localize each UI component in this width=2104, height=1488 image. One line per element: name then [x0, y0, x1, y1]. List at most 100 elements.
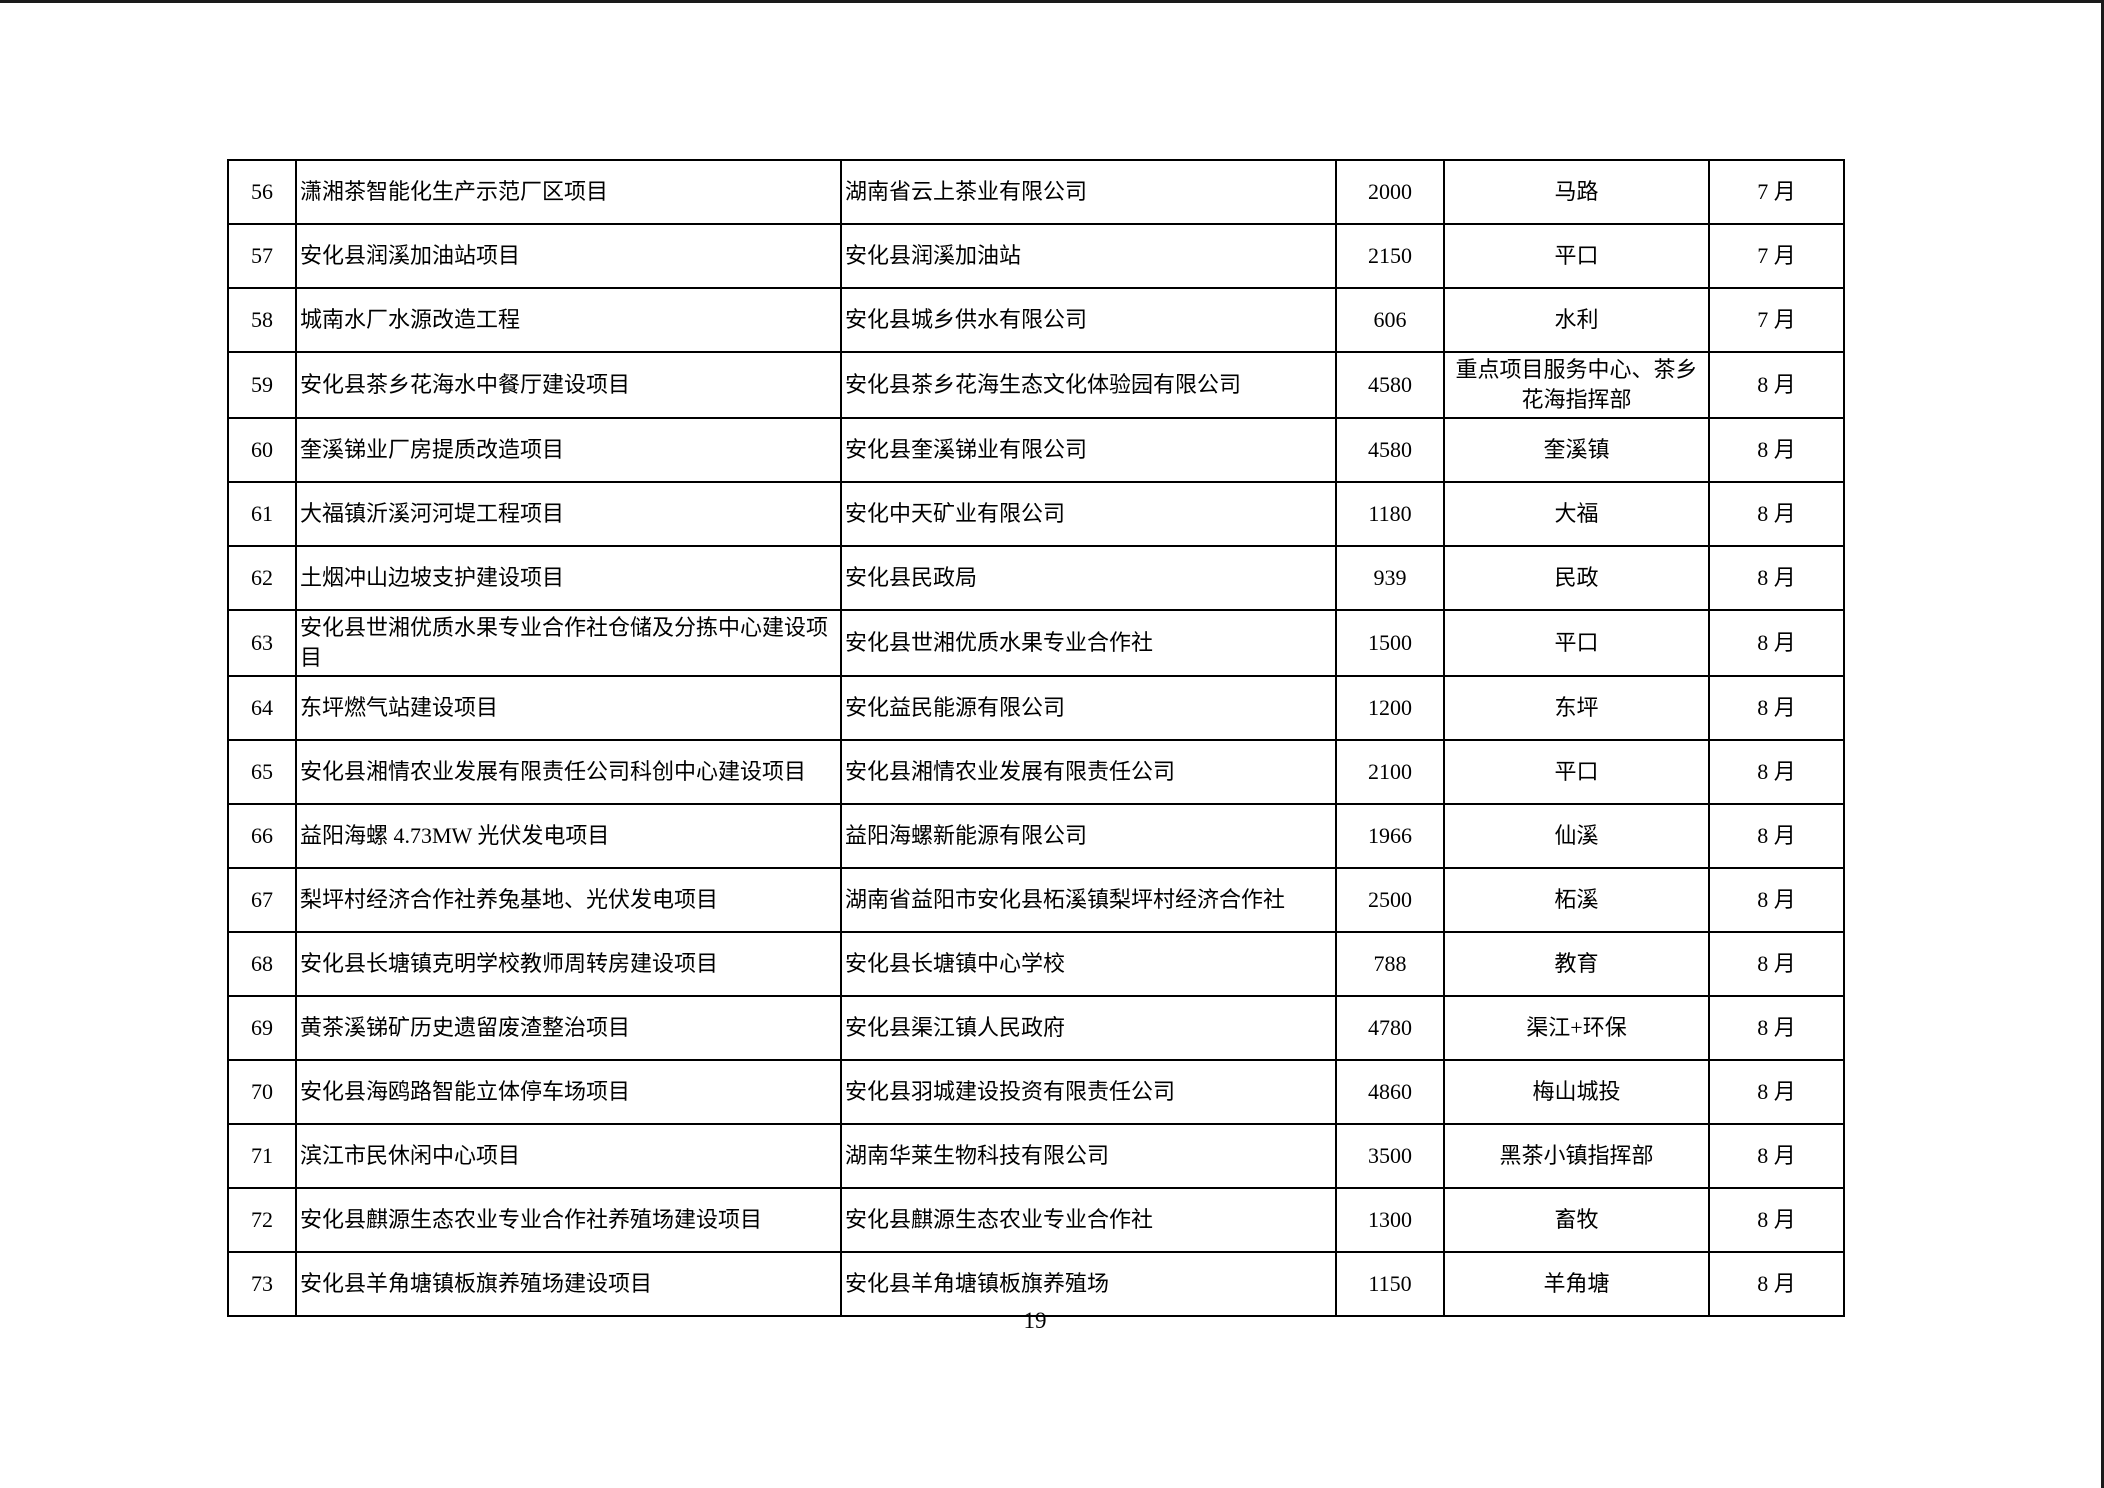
investment-amount-cell: 2150 — [1335, 223, 1445, 289]
owner-company-cell: 安化中天矿业有限公司 — [840, 480, 1337, 547]
owner-company-cell: 安化县长塘镇中心学校 — [840, 930, 1337, 997]
investment-amount-cell: 1300 — [1335, 1186, 1445, 1253]
project-name-cell: 安化县湘情农业发展有限责任公司科创中心建设项目 — [295, 738, 842, 805]
month-cell: 8 月 — [1708, 351, 1845, 419]
month-cell: 8 月 — [1708, 1058, 1845, 1125]
investment-amount-cell: 1180 — [1335, 480, 1445, 547]
month-cell: 7 月 — [1708, 287, 1845, 353]
table-row: 62 土烟冲山边坡支护建设项目 安化县民政局 939 民政 8 月 — [227, 544, 1845, 611]
responsible-unit-cell: 东坪 — [1443, 674, 1710, 741]
row-number-cell: 66 — [227, 802, 297, 869]
owner-company-cell: 湖南华莱生物科技有限公司 — [840, 1122, 1337, 1189]
table-row: 71 滨江市民休闲中心项目 湖南华莱生物科技有限公司 3500 黑茶小镇指挥部 … — [227, 1122, 1845, 1189]
month-cell: 8 月 — [1708, 544, 1845, 611]
investment-amount-cell: 1500 — [1335, 608, 1445, 677]
table-row: 65 安化县湘情农业发展有限责任公司科创中心建设项目 安化县湘情农业发展有限责任… — [227, 738, 1845, 805]
responsible-unit-cell: 大福 — [1443, 480, 1710, 547]
owner-company-cell: 湖南省益阳市安化县柘溪镇梨坪村经济合作社 — [840, 866, 1337, 933]
responsible-unit-cell: 平口 — [1443, 608, 1710, 677]
responsible-unit-cell: 柘溪 — [1443, 866, 1710, 933]
month-cell: 7 月 — [1708, 159, 1845, 225]
project-name-cell: 滨江市民休闲中心项目 — [295, 1122, 842, 1189]
project-name-cell: 益阳海螺 4.73MW 光伏发电项目 — [295, 802, 842, 869]
table-row: 70 安化县海鸥路智能立体停车场项目 安化县羽城建设投资有限责任公司 4860 … — [227, 1058, 1845, 1125]
month-cell: 8 月 — [1708, 738, 1845, 805]
responsible-unit-cell: 民政 — [1443, 544, 1710, 611]
month-cell: 8 月 — [1708, 416, 1845, 483]
row-number-cell: 67 — [227, 866, 297, 933]
owner-company-cell: 安化县麒源生态农业专业合作社 — [840, 1186, 1337, 1253]
investment-amount-cell: 4780 — [1335, 994, 1445, 1061]
responsible-unit-cell: 马路 — [1443, 159, 1710, 225]
owner-company-cell: 安化县渠江镇人民政府 — [840, 994, 1337, 1061]
row-number-cell: 59 — [227, 351, 297, 419]
project-name-cell: 大福镇沂溪河河堤工程项目 — [295, 480, 842, 547]
row-number-cell: 68 — [227, 930, 297, 997]
investment-amount-cell: 788 — [1335, 930, 1445, 997]
row-number-cell: 71 — [227, 1122, 297, 1189]
month-cell: 8 月 — [1708, 994, 1845, 1061]
project-name-cell: 安化县润溪加油站项目 — [295, 223, 842, 289]
month-cell: 8 月 — [1708, 866, 1845, 933]
owner-company-cell: 益阳海螺新能源有限公司 — [840, 802, 1337, 869]
responsible-unit-cell: 梅山城投 — [1443, 1058, 1710, 1125]
responsible-unit-cell: 渠江+环保 — [1443, 994, 1710, 1061]
row-number-cell: 61 — [227, 480, 297, 547]
project-name-cell: 安化县世湘优质水果专业合作社仓储及分拣中心建设项目 — [295, 608, 842, 677]
table-row: 59 安化县茶乡花海水中餐厅建设项目 安化县茶乡花海生态文化体验园有限公司 45… — [227, 351, 1845, 419]
project-name-cell: 黄茶溪锑矿历史遗留废渣整治项目 — [295, 994, 842, 1061]
investment-amount-cell: 1200 — [1335, 674, 1445, 741]
month-cell: 8 月 — [1708, 1250, 1845, 1317]
owner-company-cell: 安化县世湘优质水果专业合作社 — [840, 608, 1337, 677]
table-row: 57 安化县润溪加油站项目 安化县润溪加油站 2150 平口 7 月 — [227, 223, 1845, 289]
page-number: 19 — [1023, 1308, 1047, 1333]
investment-amount-cell: 1966 — [1335, 802, 1445, 869]
responsible-unit-cell: 水利 — [1443, 287, 1710, 353]
owner-company-cell: 湖南省云上茶业有限公司 — [840, 159, 1337, 225]
responsible-unit-cell: 平口 — [1443, 738, 1710, 805]
responsible-unit-cell: 黑茶小镇指挥部 — [1443, 1122, 1710, 1189]
table-row: 63 安化县世湘优质水果专业合作社仓储及分拣中心建设项目 安化县世湘优质水果专业… — [227, 608, 1845, 677]
projects-table: 56 潇湘茶智能化生产示范厂区项目 湖南省云上茶业有限公司 2000 马路 7 … — [227, 159, 1845, 1317]
row-number-cell: 73 — [227, 1250, 297, 1317]
project-name-cell: 东坪燃气站建设项目 — [295, 674, 842, 741]
investment-amount-cell: 2500 — [1335, 866, 1445, 933]
table-row: 73 安化县羊角塘镇板旗养殖场建设项目 安化县羊角塘镇板旗养殖场 1150 羊角… — [227, 1250, 1845, 1317]
month-cell: 8 月 — [1708, 674, 1845, 741]
table-row: 72 安化县麒源生态农业专业合作社养殖场建设项目 安化县麒源生态农业专业合作社 … — [227, 1186, 1845, 1253]
project-name-cell: 奎溪锑业厂房提质改造项目 — [295, 416, 842, 483]
row-number-cell: 64 — [227, 674, 297, 741]
row-number-cell: 65 — [227, 738, 297, 805]
investment-amount-cell: 4860 — [1335, 1058, 1445, 1125]
investment-amount-cell: 606 — [1335, 287, 1445, 353]
owner-company-cell: 安化县湘情农业发展有限责任公司 — [840, 738, 1337, 805]
row-number-cell: 58 — [227, 287, 297, 353]
project-name-cell: 潇湘茶智能化生产示范厂区项目 — [295, 159, 842, 225]
row-number-cell: 69 — [227, 994, 297, 1061]
owner-company-cell: 安化县城乡供水有限公司 — [840, 287, 1337, 353]
table-row: 68 安化县长塘镇克明学校教师周转房建设项目 安化县长塘镇中心学校 788 教育… — [227, 930, 1845, 997]
owner-company-cell: 安化益民能源有限公司 — [840, 674, 1337, 741]
project-name-cell: 安化县麒源生态农业专业合作社养殖场建设项目 — [295, 1186, 842, 1253]
owner-company-cell: 安化县润溪加油站 — [840, 223, 1337, 289]
investment-amount-cell: 939 — [1335, 544, 1445, 611]
responsible-unit-cell: 仙溪 — [1443, 802, 1710, 869]
responsible-unit-cell: 教育 — [1443, 930, 1710, 997]
owner-company-cell: 安化县奎溪锑业有限公司 — [840, 416, 1337, 483]
investment-amount-cell: 4580 — [1335, 416, 1445, 483]
investment-amount-cell: 4580 — [1335, 351, 1445, 419]
table-row: 66 益阳海螺 4.73MW 光伏发电项目 益阳海螺新能源有限公司 1966 仙… — [227, 802, 1845, 869]
window-right-edge — [2101, 0, 2104, 1488]
investment-amount-cell: 2100 — [1335, 738, 1445, 805]
investment-amount-cell: 2000 — [1335, 159, 1445, 225]
row-number-cell: 62 — [227, 544, 297, 611]
month-cell: 7 月 — [1708, 223, 1845, 289]
table-row: 64 东坪燃气站建设项目 安化益民能源有限公司 1200 东坪 8 月 — [227, 674, 1845, 741]
row-number-cell: 70 — [227, 1058, 297, 1125]
table-row: 60 奎溪锑业厂房提质改造项目 安化县奎溪锑业有限公司 4580 奎溪镇 8 月 — [227, 416, 1845, 483]
month-cell: 8 月 — [1708, 930, 1845, 997]
project-name-cell: 安化县海鸥路智能立体停车场项目 — [295, 1058, 842, 1125]
table-row: 69 黄茶溪锑矿历史遗留废渣整治项目 安化县渠江镇人民政府 4780 渠江+环保… — [227, 994, 1845, 1061]
row-number-cell: 63 — [227, 608, 297, 677]
table-row: 61 大福镇沂溪河河堤工程项目 安化中天矿业有限公司 1180 大福 8 月 — [227, 480, 1845, 547]
